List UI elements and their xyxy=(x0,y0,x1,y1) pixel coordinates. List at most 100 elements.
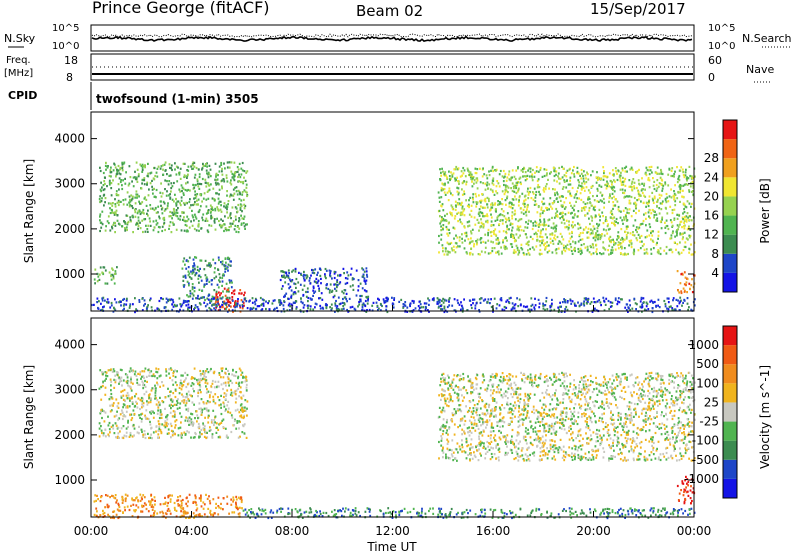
velocity-cell xyxy=(199,388,201,391)
power-cell xyxy=(511,229,513,232)
power-cell xyxy=(621,169,624,172)
power-cell xyxy=(451,175,454,178)
power-cell xyxy=(235,230,238,233)
power-cell xyxy=(490,305,493,309)
power-cell xyxy=(198,173,201,176)
power-cell xyxy=(544,185,547,188)
velocity-cell xyxy=(645,430,647,433)
power-cell xyxy=(450,212,453,215)
power-cell xyxy=(94,282,96,285)
velocity-cell xyxy=(150,410,153,413)
velocity-cell xyxy=(162,384,165,387)
power-cell xyxy=(627,310,629,313)
power-cell xyxy=(479,253,481,256)
power-cell xyxy=(554,212,557,215)
power-cell xyxy=(516,225,519,228)
power-cell xyxy=(456,212,458,215)
power-cell xyxy=(454,241,457,245)
power-cell xyxy=(526,177,528,181)
power-cell xyxy=(207,230,210,234)
velocity-cell xyxy=(644,414,647,417)
power-cell xyxy=(518,200,520,204)
velocity-cell xyxy=(218,372,221,375)
power-cell xyxy=(295,286,297,289)
power-cell xyxy=(333,276,336,280)
freq-label: Freq. xyxy=(6,55,31,66)
velocity-cell xyxy=(224,372,227,375)
power-cell xyxy=(334,310,336,313)
velocity-cell xyxy=(169,411,172,414)
velocity-cell xyxy=(110,396,113,399)
velocity-cell xyxy=(205,379,207,382)
power-cell xyxy=(506,197,508,200)
power-cell xyxy=(225,229,228,232)
power-cell xyxy=(530,175,533,178)
power-cell xyxy=(608,200,610,203)
velocity-cell xyxy=(238,427,240,430)
velocity-cell xyxy=(169,422,172,425)
power-cell xyxy=(645,201,648,204)
power-cell xyxy=(536,186,539,189)
power-cell xyxy=(338,308,341,311)
power-cell xyxy=(135,193,138,196)
velocity-cell xyxy=(129,434,132,437)
power-cell xyxy=(130,220,132,223)
power-cell xyxy=(479,205,482,208)
velocity-cell xyxy=(239,415,242,418)
power-cell xyxy=(551,202,554,205)
power-cell xyxy=(208,164,211,167)
power-cell xyxy=(550,305,553,308)
power-cell xyxy=(226,301,229,304)
power-cell xyxy=(552,222,555,225)
power-cell xyxy=(300,297,302,300)
velocity-cell xyxy=(176,401,179,404)
power-cell xyxy=(218,291,220,294)
power-cell xyxy=(439,168,441,171)
power-cell xyxy=(174,162,176,165)
velocity-cell xyxy=(184,404,187,407)
velocity-cell xyxy=(108,398,111,401)
power-cell xyxy=(339,302,342,305)
power-cell xyxy=(302,306,305,309)
power-cell xyxy=(647,169,650,172)
velocity-cell xyxy=(156,383,159,386)
power-cell xyxy=(505,218,508,221)
power-cell xyxy=(174,193,176,196)
power-cell xyxy=(661,179,664,182)
power-cell xyxy=(690,253,693,256)
power-cell xyxy=(125,214,128,217)
power-cell xyxy=(624,306,627,309)
power-cell xyxy=(570,172,573,175)
power-cell xyxy=(113,213,116,216)
power-cell xyxy=(495,251,497,254)
power-cell xyxy=(143,183,146,186)
power-cell xyxy=(236,170,239,173)
power-cell xyxy=(483,215,486,218)
power-cell xyxy=(631,307,634,310)
power-cell xyxy=(150,306,153,309)
power-cell xyxy=(613,243,616,246)
velocity-heatmap xyxy=(93,367,696,520)
power-cell xyxy=(187,173,189,176)
power-cell xyxy=(667,308,670,311)
power-cell xyxy=(108,181,111,184)
power-cell xyxy=(351,277,354,280)
power-cell xyxy=(453,227,456,230)
velocity-cell xyxy=(129,386,132,389)
power-cell xyxy=(334,304,337,307)
power-cell xyxy=(234,301,236,304)
velocity-cell xyxy=(224,398,227,401)
power-cell xyxy=(239,192,242,195)
power-cell xyxy=(559,232,562,235)
power-cell xyxy=(115,193,118,196)
velocity-cell xyxy=(226,375,229,379)
power-cell xyxy=(605,297,608,300)
power-cell xyxy=(291,270,293,273)
velocity-cell xyxy=(498,436,501,439)
power-cell xyxy=(667,200,670,203)
power-cell xyxy=(325,304,328,307)
power-cell xyxy=(484,246,487,249)
power-cell xyxy=(471,240,474,243)
power-cell xyxy=(538,186,541,189)
power-cell xyxy=(206,303,209,306)
